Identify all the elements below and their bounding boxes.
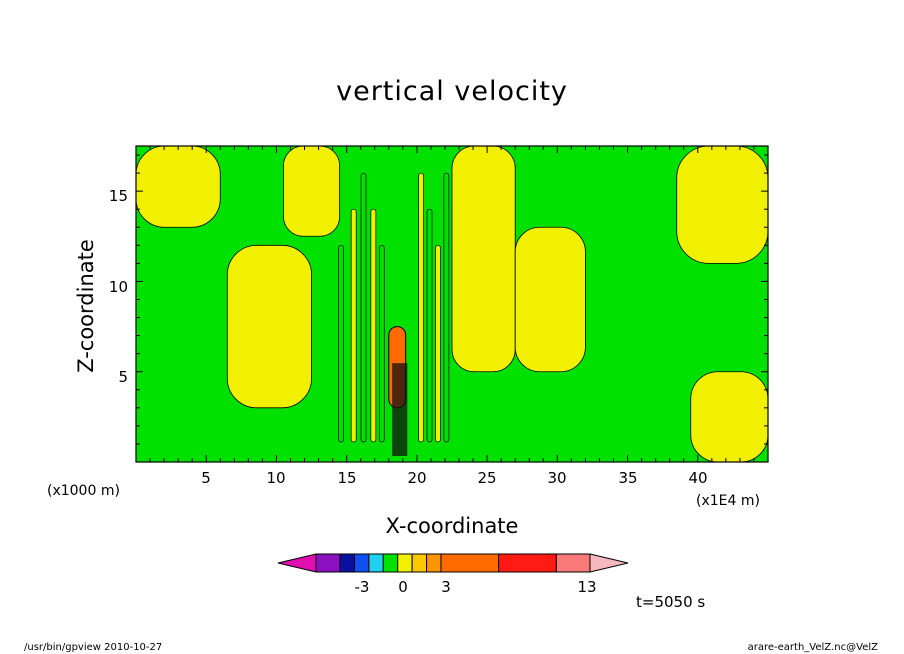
colorbar-label-13: 13 xyxy=(577,578,597,596)
dense-contours xyxy=(392,363,408,456)
streak-3 xyxy=(418,172,424,443)
colorbar-swatch-6 xyxy=(411,553,428,573)
yellow-region-3 xyxy=(451,146,516,373)
yellow-region-2 xyxy=(283,146,341,237)
y-tick-label-5: 5 xyxy=(118,368,128,386)
colorbar-swatch-8 xyxy=(440,553,500,573)
colorbar-swatch-7 xyxy=(426,553,442,573)
x-tick-label-15: 15 xyxy=(337,469,357,487)
streak-2 xyxy=(378,244,385,443)
streak-0 xyxy=(360,172,367,443)
x-tick-label-30: 30 xyxy=(547,469,567,487)
colorbar-swatch-3 xyxy=(368,553,384,573)
colorbar-swatch-1 xyxy=(339,553,355,573)
x-tick-label-10: 10 xyxy=(266,469,286,487)
colorbar-swatch-2 xyxy=(353,553,370,573)
footer-left: /usr/bin/gpview 2010-10-27 xyxy=(24,642,163,653)
colorbar-arrow-left xyxy=(277,553,317,573)
colorbar-label-0: 0 xyxy=(398,578,408,596)
y-axis-label: Z-coordinate xyxy=(74,239,98,373)
x-tick-label-40: 40 xyxy=(688,469,708,487)
streak-5 xyxy=(435,244,441,443)
x-tick-label-5: 5 xyxy=(201,469,211,487)
yellow-region-4 xyxy=(514,226,586,373)
streak-6 xyxy=(443,172,450,443)
x-axis-label: X-coordinate xyxy=(385,514,519,538)
streak-1 xyxy=(370,208,377,443)
footer-right: arare-earth_VelZ.nc@VelZ xyxy=(747,642,878,653)
streak-8 xyxy=(338,244,344,443)
yellow-region-5 xyxy=(676,146,768,264)
y-tick-label-15: 15 xyxy=(108,187,128,205)
streak-7 xyxy=(350,208,357,443)
y-unit-label: (x1000 m) xyxy=(47,483,120,499)
chart-title: vertical velocity xyxy=(336,76,568,107)
colorbar-swatch-0 xyxy=(315,553,341,573)
yellow-region-6 xyxy=(690,371,768,462)
colorbar-label-3: 3 xyxy=(441,578,451,596)
x-tick-label-20: 20 xyxy=(407,469,427,487)
time-label: t=5050 s xyxy=(636,593,706,611)
colorbar-arrow-right xyxy=(589,553,629,573)
x-tick-label-25: 25 xyxy=(477,469,497,487)
colorbar-label-neg3: -3 xyxy=(354,578,370,596)
colorbar-swatch-9 xyxy=(498,553,557,573)
streak-4 xyxy=(426,208,433,443)
colorbar-swatch-4 xyxy=(382,553,399,573)
y-tick-label-10: 10 xyxy=(108,278,128,296)
plot-frame xyxy=(135,145,769,463)
colorbar-swatch-10 xyxy=(555,553,591,573)
x-unit-label: (x1E4 m) xyxy=(696,493,760,509)
x-tick-label-35: 35 xyxy=(618,469,638,487)
yellow-region-1 xyxy=(226,244,312,409)
yellow-region-0 xyxy=(136,146,221,228)
colorbar-swatch-5 xyxy=(397,553,413,573)
